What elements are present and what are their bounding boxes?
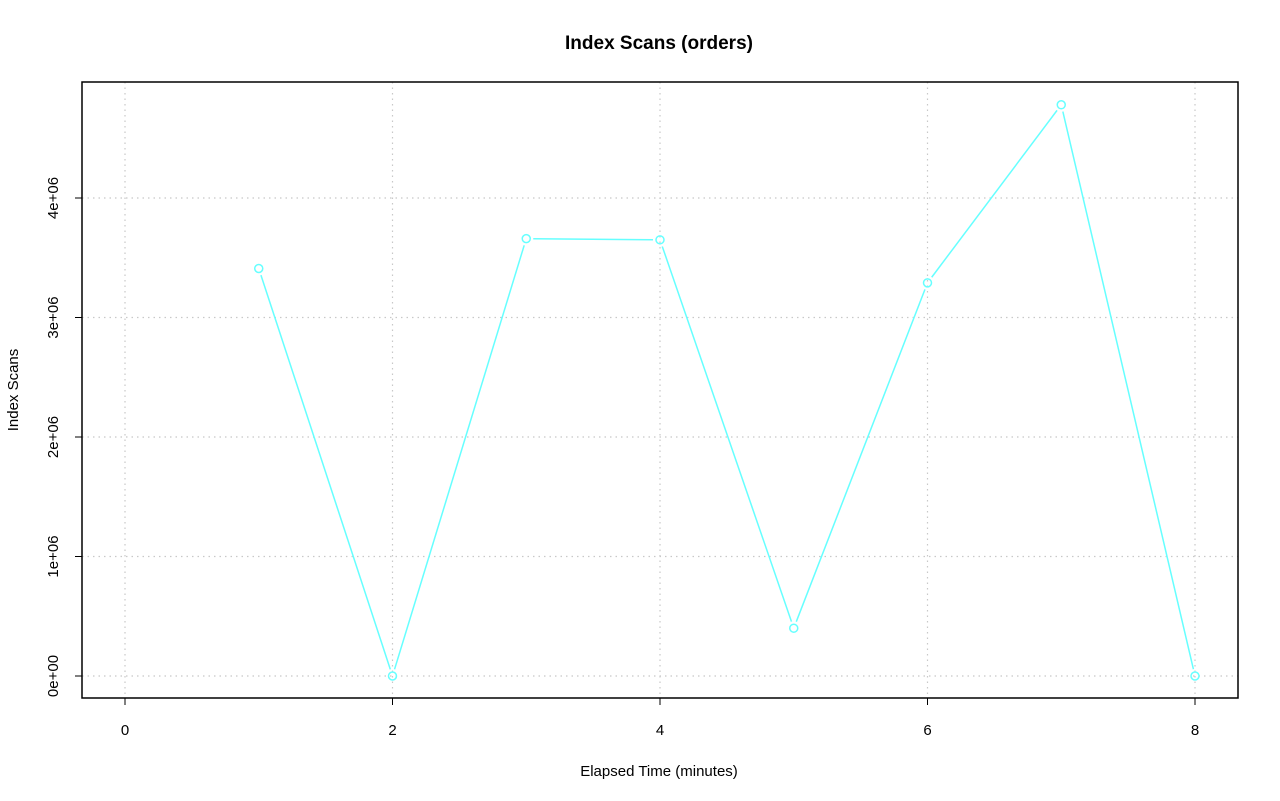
data-point (655, 235, 665, 245)
y-tick-label: 4e+06 (45, 177, 62, 219)
data-point (789, 623, 799, 633)
line-segment (533, 237, 654, 241)
grid (82, 82, 1238, 698)
y-axis-label: Index Scans (5, 349, 22, 432)
data-point (521, 233, 531, 244)
y-tick-label: 1e+06 (45, 535, 62, 577)
line-segment (931, 109, 1058, 278)
line-segment (1062, 111, 1195, 670)
chart-title: Index Scans (orders) (565, 33, 753, 54)
y-axis: 0e+00 1e+06 2e+06 3e+06 4e+06 (45, 177, 82, 697)
y-tick-label: 2e+06 (45, 416, 62, 458)
x-tick-label: 4 (656, 722, 664, 739)
x-axis: 0 2 4 6 8 (121, 698, 1199, 739)
line-segment (260, 274, 392, 670)
line-segment (393, 245, 525, 670)
x-tick-label: 2 (388, 722, 396, 739)
series-line (254, 100, 1200, 681)
x-tick-label: 8 (1191, 722, 1199, 739)
line-segment (795, 289, 926, 622)
x-tick-label: 6 (923, 722, 931, 739)
data-point (1190, 671, 1200, 681)
data-point (922, 278, 933, 288)
data-point (387, 671, 398, 681)
x-axis-label: Elapsed Time (minutes) (580, 763, 738, 780)
x-tick-label: 0 (121, 722, 129, 739)
y-tick-label: 0e+00 (45, 655, 62, 697)
series-layer (254, 100, 1200, 681)
line-segment (661, 246, 793, 622)
y-tick-label: 3e+06 (45, 296, 62, 338)
data-point (254, 263, 264, 274)
data-point (1056, 100, 1066, 110)
